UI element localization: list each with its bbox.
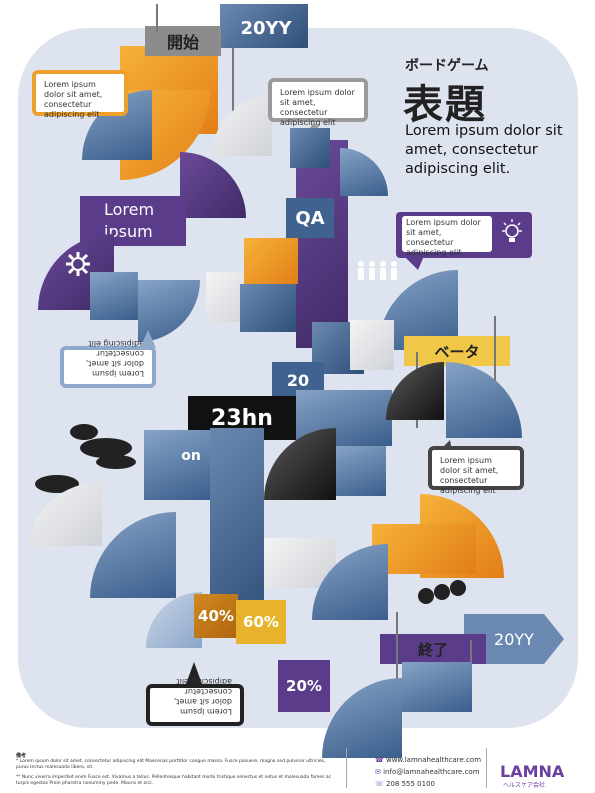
purple-column bbox=[296, 140, 348, 348]
note-1: * Lorem ipsum dolor sit amet, consectetu… bbox=[16, 759, 326, 770]
blue-tile bbox=[144, 430, 210, 500]
divider bbox=[486, 748, 487, 788]
main-title: 表題 bbox=[403, 82, 487, 128]
callout-right-purple: Lorem ipsum dolor sit amet, consectetur … bbox=[396, 212, 532, 258]
year-top-label: 20YY bbox=[240, 17, 292, 39]
pin bbox=[494, 316, 496, 390]
phone-text: 208 555 0100 bbox=[386, 780, 435, 788]
callout-pointer bbox=[186, 662, 202, 684]
email-link[interactable]: info@lamnahealthcare.com bbox=[383, 768, 480, 776]
orange-tile bbox=[244, 238, 298, 284]
callout-text: Lorem ipsum dolor sit amet, consectetur … bbox=[440, 456, 499, 495]
brand-logo: LAMNA bbox=[500, 762, 565, 781]
lightbulb-icon bbox=[500, 218, 524, 248]
callout-right-middle: Lorem ipsum dolor sit amet, consectetur … bbox=[428, 446, 524, 495]
on-label: on bbox=[181, 448, 201, 464]
small-title: ボードゲーム bbox=[405, 58, 489, 74]
callout-text: Lorem ipsum dolor sit amet, consectetur … bbox=[85, 339, 144, 378]
callout-top-left: Lorem ipsum dolor sit amet, consectetur … bbox=[32, 70, 128, 119]
blue-tile bbox=[90, 272, 138, 320]
pin bbox=[232, 48, 234, 120]
pin bbox=[156, 4, 158, 32]
dots-decoration bbox=[416, 580, 468, 604]
website-link[interactable]: www.lamnahealthcare.com bbox=[385, 756, 482, 764]
pct-60-label: 60% bbox=[236, 600, 286, 644]
callout-top-center: Lorem ipsum dolor sit amet, consectetur … bbox=[268, 78, 368, 127]
blue-tile bbox=[336, 446, 386, 496]
gray-tile bbox=[350, 320, 394, 370]
brand-subtitle: ヘルスケア会社 bbox=[503, 782, 546, 789]
callout-bottom-flipped: Lorem ipsum dolor sit amet, consectetur … bbox=[146, 677, 244, 726]
callout-left-flipped: Lorem ipsum dolor sit amet, consectetur … bbox=[60, 339, 156, 388]
web-icon: ☎ bbox=[375, 756, 384, 764]
callout-pointer bbox=[404, 256, 424, 270]
blue-tile bbox=[290, 128, 330, 168]
people-icon bbox=[356, 260, 400, 282]
pct-20-label: 20% bbox=[278, 660, 330, 712]
note-2: ** Nunc viverra imperdiet enim Fusce est… bbox=[16, 775, 332, 786]
beta-label: ベータ bbox=[404, 336, 510, 366]
callout-text: Lorem ipsum dolor sit amet, consectetur … bbox=[406, 218, 481, 257]
qa-label: QA bbox=[286, 198, 334, 238]
pin bbox=[396, 612, 398, 688]
callout-text: Lorem ipsum dolor sit amet, consectetur … bbox=[173, 677, 232, 716]
callout-pointer bbox=[140, 330, 156, 348]
footer-contact: ☎ www.lamnahealthcare.com ✉ info@lamnahe… bbox=[375, 754, 481, 790]
subtitle: Lorem ipsum dolor sit amet, consectetur … bbox=[405, 123, 563, 177]
gear-icon bbox=[64, 250, 92, 278]
orange-tile bbox=[372, 524, 476, 574]
footer-notes: 備考 * Lorem ipsum dolor sit amet, consect… bbox=[16, 753, 336, 787]
cloud-icon bbox=[66, 422, 138, 470]
divider bbox=[346, 748, 347, 788]
blue-tile-year-top bbox=[220, 4, 308, 48]
email-icon: ✉ bbox=[375, 768, 381, 776]
notes-title: 備考 bbox=[16, 753, 27, 759]
callout-text: Lorem ipsum dolor sit amet, consectetur … bbox=[44, 80, 103, 119]
lorem-ipsum-tile: Lorem ipsum bbox=[80, 196, 186, 246]
callout-body: Lorem ipsum dolor sit amet, consectetur … bbox=[402, 216, 492, 257]
pct-40-label: 40% bbox=[194, 594, 238, 638]
blue-tile bbox=[402, 662, 472, 712]
blue-tile bbox=[240, 284, 296, 332]
phone-icon: ☏ bbox=[375, 780, 384, 788]
